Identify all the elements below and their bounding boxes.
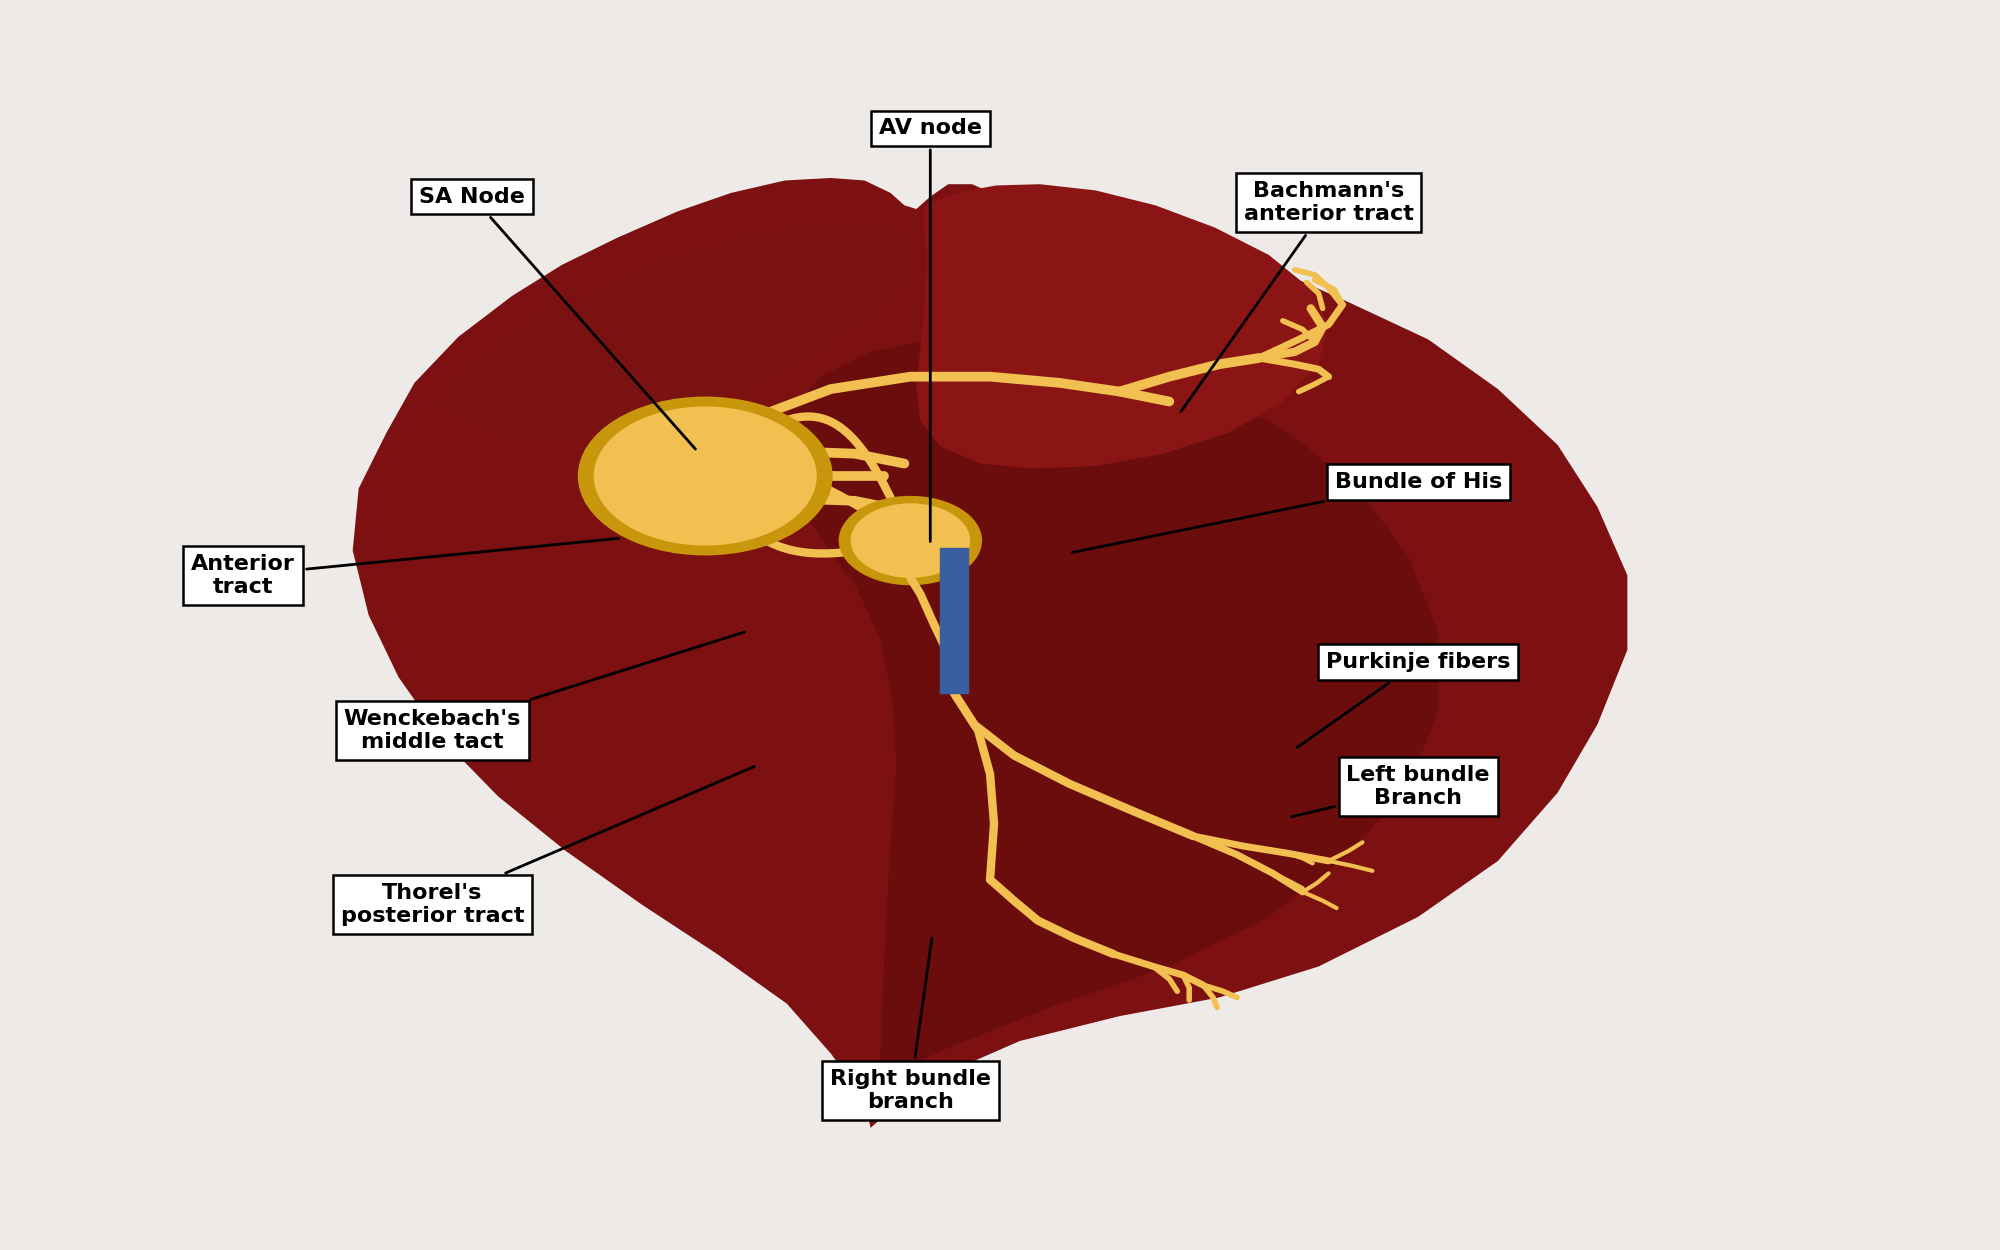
Text: Right bundle
branch: Right bundle branch: [830, 939, 990, 1112]
Text: Wenckebach's
middle tact: Wenckebach's middle tact: [344, 632, 744, 752]
Text: Anterior
tract: Anterior tract: [192, 539, 618, 598]
Polygon shape: [780, 340, 1438, 1079]
Circle shape: [578, 396, 832, 555]
Text: AV node: AV node: [878, 119, 982, 541]
Text: Thorel's
posterior tract: Thorel's posterior tract: [340, 766, 754, 926]
Polygon shape: [352, 177, 1628, 1128]
Text: SA Node: SA Node: [420, 186, 696, 449]
Polygon shape: [442, 225, 916, 439]
Circle shape: [838, 496, 982, 585]
Circle shape: [594, 406, 816, 545]
Text: Left bundle
Branch: Left bundle Branch: [1292, 765, 1490, 816]
Polygon shape: [916, 184, 1328, 469]
Text: Bachmann's
anterior tract: Bachmann's anterior tract: [1180, 181, 1414, 411]
Circle shape: [850, 504, 970, 578]
Text: Purkinje fibers: Purkinje fibers: [1298, 652, 1510, 748]
Text: Bundle of His: Bundle of His: [1072, 472, 1502, 552]
FancyBboxPatch shape: [940, 548, 968, 694]
